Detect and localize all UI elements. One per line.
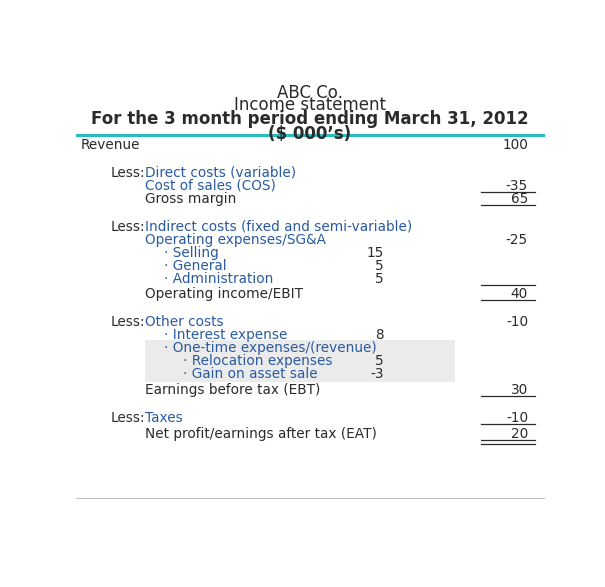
Text: 30: 30: [511, 383, 528, 397]
Text: -35: -35: [506, 178, 528, 193]
Text: 15: 15: [367, 246, 384, 260]
Text: 5: 5: [375, 272, 384, 286]
Text: Revenue: Revenue: [80, 137, 140, 151]
Text: Gross margin: Gross margin: [145, 192, 237, 206]
Text: Operating income/EBIT: Operating income/EBIT: [145, 286, 303, 301]
Text: -3: -3: [371, 367, 384, 381]
Text: Other costs: Other costs: [145, 315, 224, 329]
Text: · Gain on asset sale: · Gain on asset sale: [183, 367, 317, 381]
Text: For the 3 month period ending March 31, 2012: For the 3 month period ending March 31, …: [91, 110, 529, 128]
Bar: [145, 340, 456, 382]
Text: -10: -10: [506, 411, 528, 425]
Text: Earnings before tax (EBT): Earnings before tax (EBT): [145, 383, 321, 397]
Text: Less:: Less:: [111, 220, 145, 234]
Text: 5: 5: [375, 259, 384, 273]
Text: · One-time expenses/(revenue): · One-time expenses/(revenue): [164, 341, 376, 355]
Text: -10: -10: [506, 315, 528, 329]
Text: · Relocation expenses: · Relocation expenses: [183, 354, 332, 368]
Text: 20: 20: [511, 427, 528, 441]
Text: Less:: Less:: [111, 166, 145, 180]
Text: · Interest expense: · Interest expense: [164, 328, 287, 342]
Text: · Selling: · Selling: [164, 246, 218, 260]
Text: 5: 5: [375, 354, 384, 368]
Text: 8: 8: [376, 328, 384, 342]
Text: 100: 100: [502, 137, 528, 151]
Text: Taxes: Taxes: [145, 411, 183, 425]
Text: -25: -25: [506, 233, 528, 247]
Text: 65: 65: [511, 192, 528, 206]
Text: ($ 000’s): ($ 000’s): [269, 124, 352, 143]
Text: ABC Co.: ABC Co.: [277, 84, 343, 102]
Text: Less:: Less:: [111, 411, 145, 425]
Text: Income statement: Income statement: [234, 96, 386, 114]
Text: Less:: Less:: [111, 315, 145, 329]
Text: Direct costs (variable): Direct costs (variable): [145, 166, 296, 180]
Text: Net profit/earnings after tax (EAT): Net profit/earnings after tax (EAT): [145, 427, 377, 441]
Text: · General: · General: [164, 259, 226, 273]
Text: · Administration: · Administration: [164, 272, 273, 286]
Text: Operating expenses/SG&A: Operating expenses/SG&A: [145, 233, 326, 247]
Text: Indirect costs (fixed and semi-variable): Indirect costs (fixed and semi-variable): [145, 220, 412, 234]
Text: Cost of sales (COS): Cost of sales (COS): [145, 178, 276, 193]
Text: 40: 40: [511, 286, 528, 301]
